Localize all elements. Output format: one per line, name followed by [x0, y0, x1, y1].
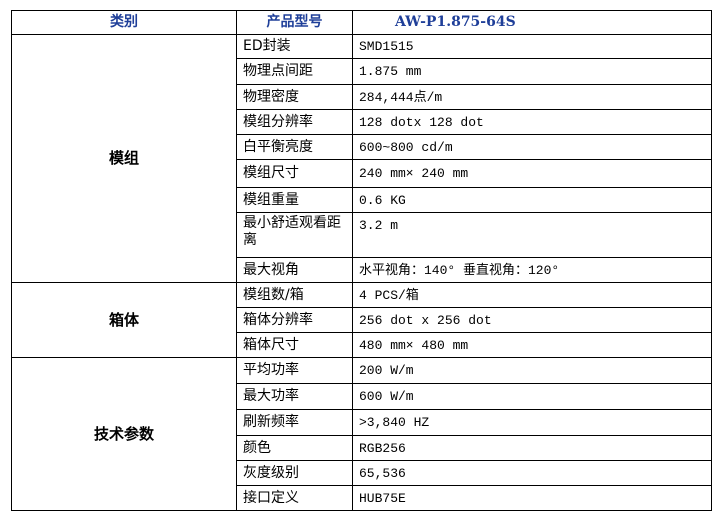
- table-row: 最小舒适观看距离 3.2 m: [12, 212, 712, 258]
- table-row: 模组尺寸 240 mm× 240 mm: [12, 159, 712, 188]
- spec-value: 3.2 m: [352, 212, 712, 258]
- table-row: 物理点间距 1.875 mm: [12, 58, 712, 85]
- spec-label: 模组尺寸: [236, 159, 353, 188]
- category-cell: 技术参数: [11, 357, 237, 511]
- header-model-value: AW-P1.875-64S: [352, 10, 712, 35]
- spec-label: 灰度级别: [236, 460, 353, 486]
- spec-label: 平均功率: [236, 357, 353, 384]
- table-row: 白平衡亮度 600~800 cd/m: [12, 134, 712, 160]
- spec-value: >3,840 HZ: [352, 409, 712, 436]
- table-row: 模组重量 0.6 KG: [12, 187, 712, 213]
- table-row: 最大视角 水平视角：140° 垂直视角：120°: [12, 257, 712, 283]
- spec-value: 256 dot x 256 dot: [352, 307, 712, 333]
- spec-value: 4 PCS/箱: [352, 282, 712, 308]
- spec-value: 240 mm× 240 mm: [352, 159, 712, 188]
- spec-value: SMD1515: [352, 34, 712, 59]
- table-row: 箱体 模组数/箱 4 PCS/箱: [11, 282, 712, 358]
- category-cell: 模组: [11, 34, 237, 283]
- header-model-label: 产品型号: [236, 10, 353, 35]
- spec-label: 箱体尺寸: [236, 332, 353, 358]
- spec-value: 600~800 cd/m: [352, 134, 712, 160]
- spec-table: 类别 产品型号 AW-P1.875-64S 模组 ED封装 SMD1515 物理点间距…: [11, 10, 712, 511]
- table-row: 接口定义 HUB75E: [12, 485, 712, 511]
- spec-label: 物理密度: [236, 84, 353, 110]
- spec-value: 65,536: [352, 460, 712, 486]
- spec-label: 最小舒适观看距离: [236, 212, 353, 258]
- table-row: 模组 ED封装 SMD1515: [11, 34, 712, 283]
- spec-value: HUB75E: [352, 485, 712, 511]
- spec-label: 颜色: [236, 435, 353, 461]
- spec-label: 白平衡亮度: [236, 134, 353, 160]
- spec-value: 480 mm× 480 mm: [352, 332, 712, 358]
- header-category: 类别: [11, 10, 237, 35]
- table-row: 物理密度 284,444点/m: [12, 84, 712, 110]
- spec-label: 最大视角: [236, 257, 353, 283]
- category-cell: 箱体: [11, 282, 237, 358]
- spec-value: 1.875 mm: [352, 58, 712, 85]
- spec-label: 模组分辨率: [236, 109, 353, 135]
- header-row: 类别 产品型号 AW-P1.875-64S: [11, 10, 712, 35]
- spec-label: 箱体分辨率: [236, 307, 353, 333]
- spec-value: 284,444点/m: [352, 84, 712, 110]
- spec-label: 模组数/箱: [236, 282, 353, 308]
- spec-value: 128 dotx 128 dot: [352, 109, 712, 135]
- spec-value: 水平视角：140° 垂直视角：120°: [352, 257, 712, 283]
- spec-label: 最大功率: [236, 383, 353, 410]
- spec-value: 200 W/m: [352, 357, 712, 384]
- spec-value: RGB256: [352, 435, 712, 461]
- table-row: 技术参数 平均功率 200 W/m: [11, 357, 712, 511]
- spec-label: 刷新频率: [236, 409, 353, 436]
- spec-label: ED封装: [236, 34, 353, 59]
- spec-value: 0.6 KG: [352, 187, 712, 213]
- table-row: 箱体尺寸 480 mm× 480 mm: [12, 332, 712, 358]
- spec-label: 物理点间距: [236, 58, 353, 85]
- table-row: 最大功率 600 W/m: [12, 383, 712, 410]
- spec-value: 600 W/m: [352, 383, 712, 410]
- spec-label: 模组重量: [236, 187, 353, 213]
- spec-label: 接口定义: [236, 485, 353, 511]
- table-row: 模组分辨率 128 dotx 128 dot: [12, 109, 712, 135]
